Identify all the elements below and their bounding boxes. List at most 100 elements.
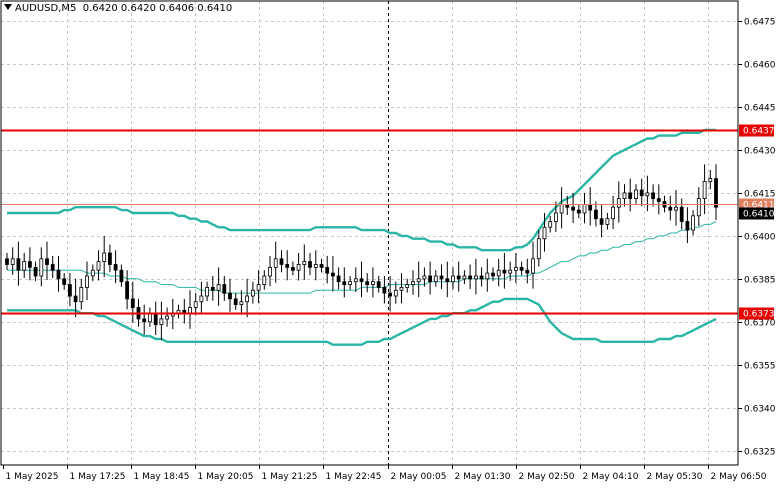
candle-body <box>273 258 278 268</box>
candle-body <box>639 189 644 197</box>
candle-body <box>451 275 455 283</box>
candle-body <box>45 258 49 265</box>
candle-body <box>508 269 513 274</box>
candle-body <box>79 286 84 303</box>
candle-body <box>714 178 718 208</box>
candle-body <box>5 258 9 265</box>
candle-body <box>496 269 501 277</box>
current-price-tag <box>739 207 774 220</box>
candle-body <box>336 275 341 283</box>
candle-body <box>370 281 375 286</box>
plot-frame <box>0 0 739 466</box>
candle-body <box>119 269 124 283</box>
level-price-label: 0.6437 <box>743 127 775 137</box>
ohlc-readout: 0.6420 0.6420 0.6406 0.6410 <box>82 3 233 14</box>
candle-body <box>199 295 204 303</box>
candle-body <box>588 203 593 211</box>
candle-body <box>279 258 284 265</box>
candle-body <box>313 264 318 268</box>
symbol-label: AUDUSD,M5 <box>15 3 77 14</box>
candle-body <box>611 206 615 220</box>
candle-body <box>393 289 398 297</box>
candle-body <box>605 218 610 225</box>
candle-body <box>348 281 353 286</box>
candle-body <box>342 281 347 286</box>
candle-body <box>405 284 410 288</box>
x-tick-label: 2 May 02:50 <box>519 472 575 482</box>
candle-body <box>622 192 627 199</box>
candle-body <box>222 284 227 294</box>
candle-body <box>542 226 547 240</box>
candle-body <box>388 292 393 297</box>
candle-body <box>142 318 147 323</box>
x-tick-label: 2 May 01:30 <box>455 472 511 482</box>
candle-body <box>210 286 215 291</box>
candle-body <box>205 286 210 297</box>
candle-body <box>668 206 673 211</box>
candle-body <box>439 275 444 280</box>
candle-body <box>113 264 118 271</box>
candle-body <box>10 258 15 265</box>
candle-body <box>645 192 650 197</box>
candle-body <box>125 281 129 300</box>
candle-body <box>325 266 330 274</box>
candle-body <box>696 198 701 217</box>
horizontal-levels <box>1 129 738 315</box>
symbol-header: AUDUSD,M5 0.6420 0.6420 0.6406 0.6410 <box>4 3 232 14</box>
candle-body <box>599 218 604 225</box>
x-tick-label: 2 May 04:10 <box>583 472 639 482</box>
candle-body <box>130 298 135 308</box>
candle-body <box>525 269 530 274</box>
candle-body <box>27 261 32 268</box>
dropdown-triangle-icon[interactable] <box>4 4 12 10</box>
candle-body <box>159 318 164 325</box>
candle-body <box>582 203 587 214</box>
candle-body <box>68 284 72 297</box>
level-price-tag <box>739 124 774 137</box>
candle-body <box>531 258 535 274</box>
candle-body <box>62 278 67 285</box>
candle-body <box>411 281 415 286</box>
candle-body <box>268 266 272 277</box>
candle-body <box>330 272 335 277</box>
candle-body <box>656 198 661 202</box>
candle-body <box>96 261 101 271</box>
candle-body <box>514 266 518 271</box>
candle-body <box>548 221 553 228</box>
level-price-tag <box>739 307 774 320</box>
candle-body <box>239 301 244 306</box>
candle-body <box>445 278 450 283</box>
candle-body <box>479 275 484 280</box>
y-tick-label: 0.6415 <box>744 190 776 200</box>
band-lower-line <box>7 297 717 346</box>
x-tick-label: 1 May 21:25 <box>262 472 318 482</box>
candle-body <box>216 284 221 291</box>
candle-body <box>679 206 684 222</box>
y-tick-label: 0.6355 <box>744 362 776 372</box>
candle-body <box>702 180 707 199</box>
candle-body <box>428 275 433 283</box>
candle-body <box>376 281 381 288</box>
price-line-label: 0.6411 <box>743 201 775 211</box>
y-tick-label: 0.6340 <box>744 405 776 415</box>
candle-body <box>628 192 633 199</box>
candle-body <box>462 275 467 280</box>
candle-body <box>576 209 581 214</box>
candle-body <box>353 278 358 283</box>
candle-body <box>256 284 261 291</box>
candle-body <box>651 192 655 199</box>
candle-body <box>571 206 575 211</box>
candle-body <box>536 238 541 260</box>
candle-body <box>433 275 438 283</box>
y-tick-label: 0.6400 <box>744 233 776 243</box>
y-tick-label: 0.6370 <box>744 319 776 329</box>
candle-body <box>594 209 598 220</box>
time-axis: 1 May 2025 1 May 17:25 1 May 18:45 1 May 20… <box>3 465 767 482</box>
candle-body <box>473 275 478 280</box>
candle-body <box>73 295 78 303</box>
candle-body <box>250 289 255 297</box>
candle-body <box>319 264 324 268</box>
